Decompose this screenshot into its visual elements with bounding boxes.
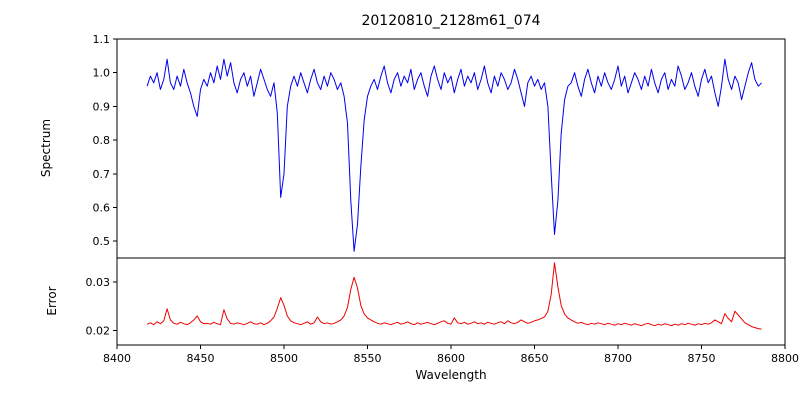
y-tick-label: 0.03 [86, 276, 111, 289]
y-tick-label: 1.0 [93, 67, 111, 80]
x-tick-label: 8500 [270, 352, 298, 365]
x-tick-label: 8600 [437, 352, 465, 365]
y-tick-label: 1.1 [93, 33, 111, 46]
x-tick-label: 8550 [354, 352, 382, 365]
x-axis-label: Wavelength [415, 368, 487, 382]
spectrum-axes-frame [116, 38, 786, 259]
error-axes-frame [116, 257, 786, 346]
x-tick-label: 8450 [187, 352, 215, 365]
y-tick-label: 0.6 [93, 201, 111, 214]
x-tick-label: 8400 [103, 352, 131, 365]
x-tick-label: 8800 [771, 352, 799, 365]
chart-title: 20120810_2128m61_074 [361, 13, 541, 29]
y-tick-label: 0.8 [93, 134, 111, 147]
y-tick-label: 0.9 [93, 100, 111, 113]
spectrum-line [146, 58, 762, 252]
y-tick-label: 0.02 [86, 325, 111, 338]
error-line [146, 262, 762, 330]
y-tick-label: 0.5 [93, 235, 111, 248]
y-tick-label: 0.7 [93, 168, 111, 181]
x-tick-label: 8650 [521, 352, 549, 365]
x-tick-label: 8700 [604, 352, 632, 365]
x-tick-label: 8750 [688, 352, 716, 365]
